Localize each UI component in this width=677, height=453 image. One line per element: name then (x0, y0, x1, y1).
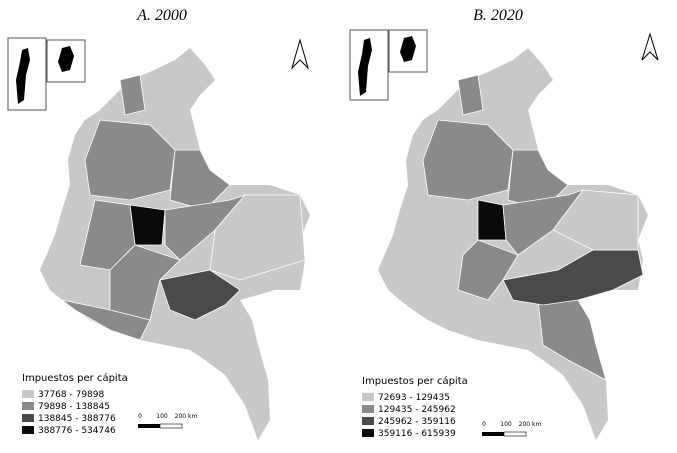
legend-item: 388776 - 534746 (38, 426, 116, 436)
legend-item: 72693 - 129435 (378, 393, 450, 403)
inset-island (58, 46, 74, 72)
region (457, 74, 484, 116)
map (378, 48, 648, 440)
region (119, 74, 146, 116)
scale-label: 100 (500, 421, 512, 428)
inset-frame (388, 29, 428, 73)
inset-island (358, 38, 372, 96)
region (552, 189, 639, 251)
inset-island (400, 36, 416, 62)
region (477, 199, 507, 241)
scale-bar (482, 432, 504, 436)
legend-swatch (362, 417, 374, 425)
legend-title: Impuestos per cápita (22, 372, 128, 384)
region (537, 299, 607, 381)
inset-frame (7, 37, 47, 111)
scale-label: 100 (156, 413, 168, 420)
legend-title: Impuestos per cápita (362, 375, 468, 387)
panel-title: A. 2000 (136, 7, 187, 24)
legend-item: 245962 - 359116 (378, 417, 456, 427)
scale-bar (138, 424, 160, 428)
scale-label: 200 km (175, 413, 198, 420)
scale-bar (503, 431, 527, 437)
region (169, 149, 231, 211)
legend-swatch (22, 402, 34, 410)
region (209, 194, 306, 281)
panel-a: A. 2000 Impuestos per cápita 37768 - 798… (7, 7, 310, 440)
legend-swatch (362, 405, 374, 413)
region (84, 119, 176, 201)
legend-item: 129435 - 245962 (378, 405, 456, 415)
legend-item: 359116 - 615939 (378, 429, 456, 439)
north-arrow (290, 38, 310, 70)
panel-b: B. 2020 Impuestos per cápita 72693 - 129… (349, 7, 659, 440)
region (129, 204, 166, 246)
legend-swatch (22, 390, 34, 398)
inset-frame (46, 39, 86, 83)
region (61, 299, 151, 341)
legend-swatch (362, 429, 374, 437)
inset-frame (349, 29, 389, 101)
legend-swatch (22, 426, 34, 434)
region (457, 239, 519, 301)
region (507, 149, 569, 211)
scale-label: 0 (138, 413, 142, 420)
panel-title: B. 2020 (473, 7, 523, 24)
legend-item: 37768 - 79898 (38, 390, 105, 400)
legend-swatch (362, 393, 374, 401)
scale-label: 200 km (519, 421, 542, 428)
north-arrow (641, 32, 659, 61)
legend-item: 138845 - 388776 (38, 414, 116, 424)
map (40, 48, 310, 440)
region (502, 249, 644, 306)
scale-label: 0 (482, 421, 486, 428)
legend-swatch (22, 414, 34, 422)
scale-bar (159, 423, 183, 429)
legend-item: 79898 - 138845 (38, 402, 110, 412)
region (422, 119, 514, 201)
inset-island (16, 48, 30, 104)
